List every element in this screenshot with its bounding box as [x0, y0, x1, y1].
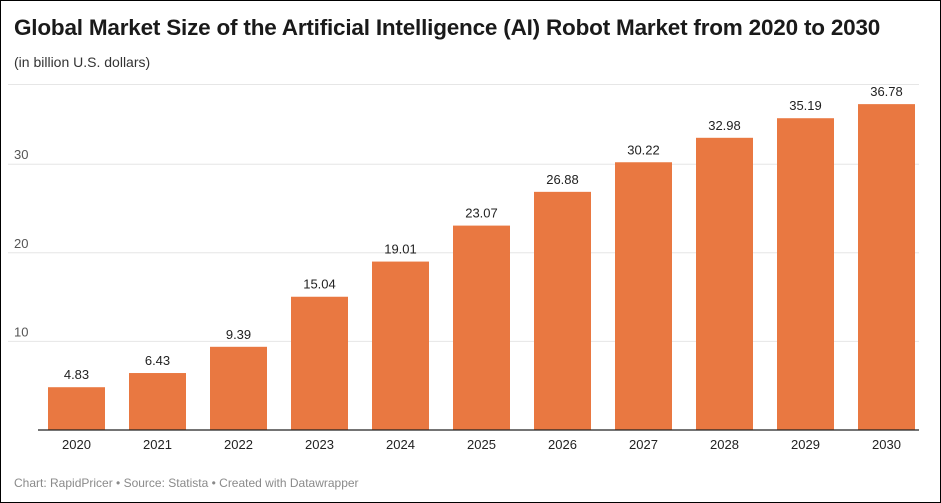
bar-chart: 1020304.8320206.4320219.39202215.0420231… — [8, 83, 919, 452]
x-tick-label-2026: 2026 — [548, 437, 577, 452]
bar-2022 — [210, 346, 267, 430]
bar-2027 — [615, 162, 672, 430]
value-label-2025: 23.07 — [465, 206, 498, 221]
value-label-2029: 35.19 — [789, 98, 822, 113]
bar-2029 — [777, 118, 834, 430]
y-tick-label-20: 20 — [14, 236, 28, 251]
value-label-2023: 15.04 — [303, 277, 336, 292]
x-tick-label-2023: 2023 — [305, 437, 334, 452]
value-label-2027: 30.22 — [627, 142, 660, 157]
value-label-2024: 19.01 — [384, 242, 417, 257]
value-label-2028: 32.98 — [708, 118, 741, 133]
bar-2026 — [534, 191, 591, 430]
value-label-2020: 4.83 — [64, 367, 89, 382]
x-tick-label-2024: 2024 — [386, 437, 415, 452]
value-label-2021: 6.43 — [145, 353, 170, 368]
chart-footer: Chart: RapidPricer • Source: Statista • … — [14, 476, 359, 490]
x-tick-label-2029: 2029 — [791, 437, 820, 452]
x-tick-label-2025: 2025 — [467, 437, 496, 452]
y-tick-label-10: 10 — [14, 324, 28, 339]
bar-2020 — [48, 387, 105, 430]
x-tick-label-2030: 2030 — [872, 437, 901, 452]
chart-title: Global Market Size of the Artificial Int… — [14, 15, 881, 40]
bar-2030 — [858, 104, 915, 430]
value-label-2022: 9.39 — [226, 327, 251, 342]
bar-2025 — [453, 225, 510, 430]
x-tick-label-2027: 2027 — [629, 437, 658, 452]
bar-2023 — [291, 296, 348, 430]
x-tick-label-2022: 2022 — [224, 437, 253, 452]
value-label-2030: 36.78 — [870, 84, 903, 99]
x-tick-label-2021: 2021 — [143, 437, 172, 452]
bar-2021 — [129, 373, 186, 430]
x-tick-label-2020: 2020 — [62, 437, 91, 452]
bar-2024 — [372, 261, 429, 430]
y-tick-label-30: 30 — [14, 147, 28, 162]
x-tick-label-2028: 2028 — [710, 437, 739, 452]
value-label-2026: 26.88 — [546, 172, 579, 187]
chart-subtitle: (in billion U.S. dollars) — [14, 54, 151, 70]
bar-2028 — [696, 137, 753, 431]
